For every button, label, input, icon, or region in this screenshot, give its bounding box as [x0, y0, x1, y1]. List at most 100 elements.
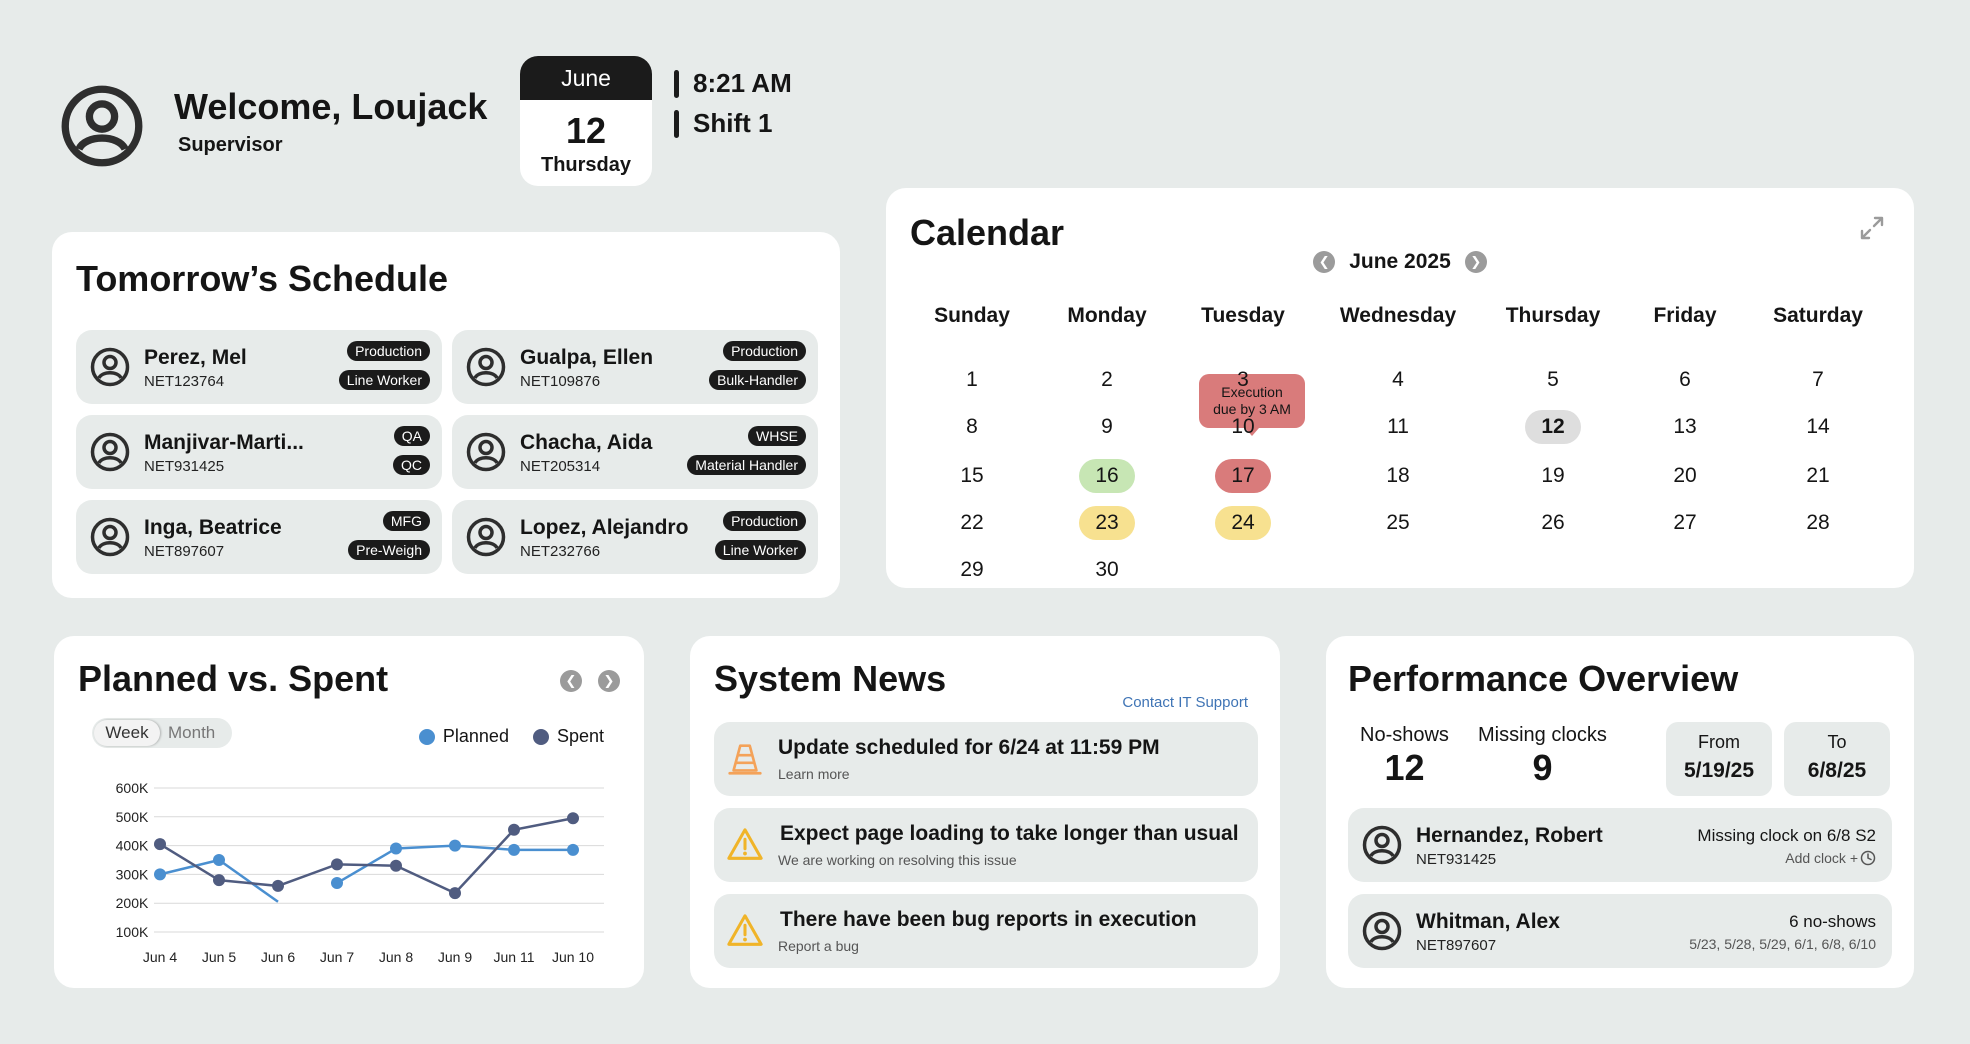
schedule-person[interactable]: Chacha, Aida NET205314 WHSE Material Han… — [452, 415, 818, 489]
calendar-day[interactable]: 13 — [1673, 415, 1697, 438]
date-card: June 12 Thursday — [520, 56, 652, 186]
data-point-spent[interactable] — [508, 823, 520, 836]
user-avatar-icon[interactable] — [60, 84, 144, 168]
weekday-header: Wednesday — [1339, 304, 1457, 327]
calendar-day[interactable]: 26 — [1541, 511, 1565, 534]
calendar-day[interactable]: 30 — [1095, 558, 1119, 581]
data-point-spent[interactable] — [331, 858, 343, 871]
person-tag: Line Worker — [338, 370, 430, 390]
range-label: To — [1827, 732, 1847, 752]
noshow-dates: 5/23, 5/28, 5/29, 6/1, 6/8, 6/10 — [1689, 936, 1876, 952]
data-point-spent[interactable] — [449, 887, 461, 900]
date-weekday: Thursday — [540, 154, 632, 176]
person-name: Gualpa, Ellen — [520, 346, 654, 369]
data-point-planned[interactable] — [449, 839, 461, 852]
calendar-day[interactable]: 29 — [960, 558, 984, 581]
news-item-link[interactable]: Report a bug — [778, 938, 859, 954]
news-item-title: Expect page loading to take longer than … — [780, 822, 1239, 845]
toggle-week[interactable]: Week — [94, 720, 160, 746]
calendar-day[interactable]: 19 — [1541, 464, 1565, 487]
date-from[interactable]: From 5/19/25 — [1666, 722, 1772, 796]
calendar-day[interactable]: 6 — [1679, 368, 1691, 391]
weekday-header: Sunday — [934, 304, 1010, 327]
weekday-header: Tuesday — [1201, 304, 1285, 327]
data-point-spent[interactable] — [390, 859, 402, 872]
chevron-right-icon[interactable]: ❯ — [1464, 251, 1487, 273]
data-point-planned[interactable] — [331, 877, 343, 890]
news-title: System News — [714, 658, 947, 699]
calendar-day[interactable]: 20 — [1673, 464, 1697, 487]
calendar-day[interactable]: 8 — [966, 415, 978, 438]
person-tag: WHSE — [748, 426, 806, 446]
calendar-day[interactable]: 4 — [1392, 368, 1404, 391]
news-item[interactable]: Update scheduled for 6/24 at 11:59 PM Le… — [714, 722, 1258, 796]
news-item[interactable]: There have been bug reports in execution… — [714, 894, 1258, 968]
data-point-planned[interactable] — [154, 868, 166, 881]
warning-icon — [726, 912, 764, 950]
news-item[interactable]: Expect page loading to take longer than … — [714, 808, 1258, 882]
chevron-left-icon[interactable]: ❮ — [560, 670, 582, 692]
data-point-spent[interactable] — [213, 874, 225, 887]
calendar-day[interactable]: 28 — [1806, 511, 1830, 534]
calendar-day[interactable]: 27 — [1673, 511, 1697, 534]
person-id: NET205314 — [520, 458, 601, 475]
chevron-right-icon[interactable]: ❯ — [598, 670, 620, 692]
person-name: Inga, Beatrice — [144, 516, 282, 539]
calendar-tooltip: Execution due by 3 AM — [1199, 374, 1305, 436]
calendar-day[interactable]: 21 — [1806, 464, 1830, 487]
calendar-day[interactable]: 11 — [1387, 415, 1409, 438]
schedule-person[interactable]: Gualpa, Ellen NET109876 Production Bulk-… — [452, 330, 818, 404]
calendar-day[interactable]: 9 — [1101, 415, 1113, 438]
data-point-planned[interactable] — [390, 842, 402, 855]
calendar-day[interactable]: 17 — [1215, 459, 1271, 493]
person-name: Whitman, Alex — [1416, 910, 1560, 933]
schedule-person[interactable]: Inga, Beatrice NET897607 MFG Pre-Weigh — [76, 500, 442, 574]
schedule-person[interactable]: Lopez, Alejandro NET232766 Production Li… — [452, 500, 818, 574]
calendar-day[interactable]: 23 — [1079, 506, 1135, 540]
data-point-planned[interactable] — [213, 854, 225, 866]
calendar-day[interactable]: 24 — [1215, 506, 1271, 540]
schedule-person[interactable]: Manjivar-Marti... NET931425 QA QC — [76, 415, 442, 489]
user-icon — [90, 517, 130, 557]
toggle-month[interactable]: Month — [168, 723, 216, 742]
calendar-day[interactable]: 7 — [1812, 368, 1824, 391]
person-id: NET109876 — [520, 373, 601, 390]
performance-item[interactable]: Whitman, Alex NET897607 6 no-shows 5/23,… — [1348, 894, 1892, 968]
calendar-day[interactable]: 18 — [1386, 464, 1410, 487]
data-point-spent[interactable] — [272, 879, 284, 892]
calendar-day[interactable]: 10 — [1231, 415, 1255, 438]
calendar-day[interactable]: 16 — [1079, 459, 1135, 493]
data-point-planned[interactable] — [508, 843, 520, 856]
warning-icon — [726, 826, 764, 864]
stat-value: 9 — [1532, 747, 1553, 788]
calendar-day[interactable]: 22 — [960, 511, 984, 534]
add-clock-link[interactable]: Add clock + — [1785, 850, 1876, 866]
expand-icon[interactable] — [1858, 214, 1886, 242]
news-item-title: Update scheduled for 6/24 at 11:59 PM — [778, 736, 1160, 759]
schedule-person[interactable]: Perez, Mel NET123764 Production Line Wor… — [76, 330, 442, 404]
calendar-day[interactable]: 1 — [966, 368, 978, 391]
calendar-month-nav: ❮ June 2025 ❯ — [886, 250, 1914, 274]
calendar-day[interactable]: 5 — [1547, 368, 1559, 391]
calendar-day[interactable]: 12 — [1525, 410, 1581, 444]
data-point-spent[interactable] — [154, 838, 166, 851]
data-point-spent[interactable] — [567, 812, 579, 825]
calendar-day[interactable]: 15 — [960, 464, 984, 487]
chevron-left-icon[interactable]: ❮ — [1313, 251, 1336, 273]
person-name: Hernandez, Robert — [1416, 824, 1603, 847]
contact-it-link[interactable]: Contact IT Support — [1122, 694, 1248, 711]
date-to[interactable]: To 6/8/25 — [1784, 722, 1890, 796]
system-news-card: System News Contact IT Support Update sc… — [690, 636, 1280, 988]
person-id: NET931425 — [1416, 851, 1497, 868]
calendar-day[interactable]: 2 — [1101, 368, 1113, 391]
performance-item[interactable]: Hernandez, Robert NET931425 Missing cloc… — [1348, 808, 1892, 882]
shift-text: Shift 1 — [693, 108, 773, 138]
calendar-day[interactable]: 14 — [1806, 415, 1830, 438]
y-tick-label: 100K — [116, 924, 149, 940]
calendar-day[interactable]: 3 — [1237, 368, 1249, 391]
welcome-title: Welcome, Loujack — [174, 86, 488, 127]
x-tick-label: Jun 4 — [143, 949, 177, 965]
news-item-link[interactable]: Learn more — [778, 766, 850, 782]
calendar-day[interactable]: 25 — [1386, 511, 1410, 534]
data-point-planned[interactable] — [567, 843, 579, 856]
